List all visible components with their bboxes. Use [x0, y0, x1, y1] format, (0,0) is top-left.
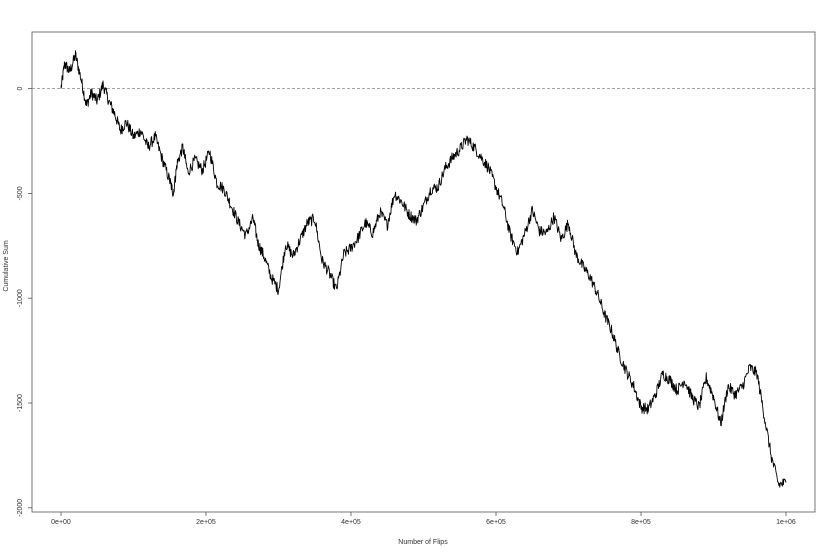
x-axis-title: Number of Flips [398, 539, 448, 546]
x-tick-label: 6e+05 [486, 519, 506, 526]
series-line-cumulative-sum [60, 50, 787, 488]
plot-frame [31, 31, 816, 513]
y-tick-label: -1000 [17, 289, 24, 307]
x-tick-label: 4e+05 [341, 519, 361, 526]
x-tick-label: 8e+05 [631, 519, 651, 526]
y-axis-title: Cumulative Sum [3, 240, 10, 292]
y-tick-label: -2000 [17, 499, 24, 517]
y-tick-label: -500 [17, 186, 24, 200]
y-axis: 0 -500 -1000 -1500 -2000 [17, 87, 32, 517]
x-tick-label: 1e+06 [776, 519, 796, 526]
x-tick-label: 0e+00 [51, 519, 71, 526]
x-tick-label: 2e+05 [196, 519, 216, 526]
y-tick-label: -1500 [17, 394, 24, 412]
x-axis: 0e+00 2e+05 4e+05 6e+05 8e+05 1e+06 [51, 512, 796, 526]
y-tick-label: 0 [17, 87, 24, 91]
